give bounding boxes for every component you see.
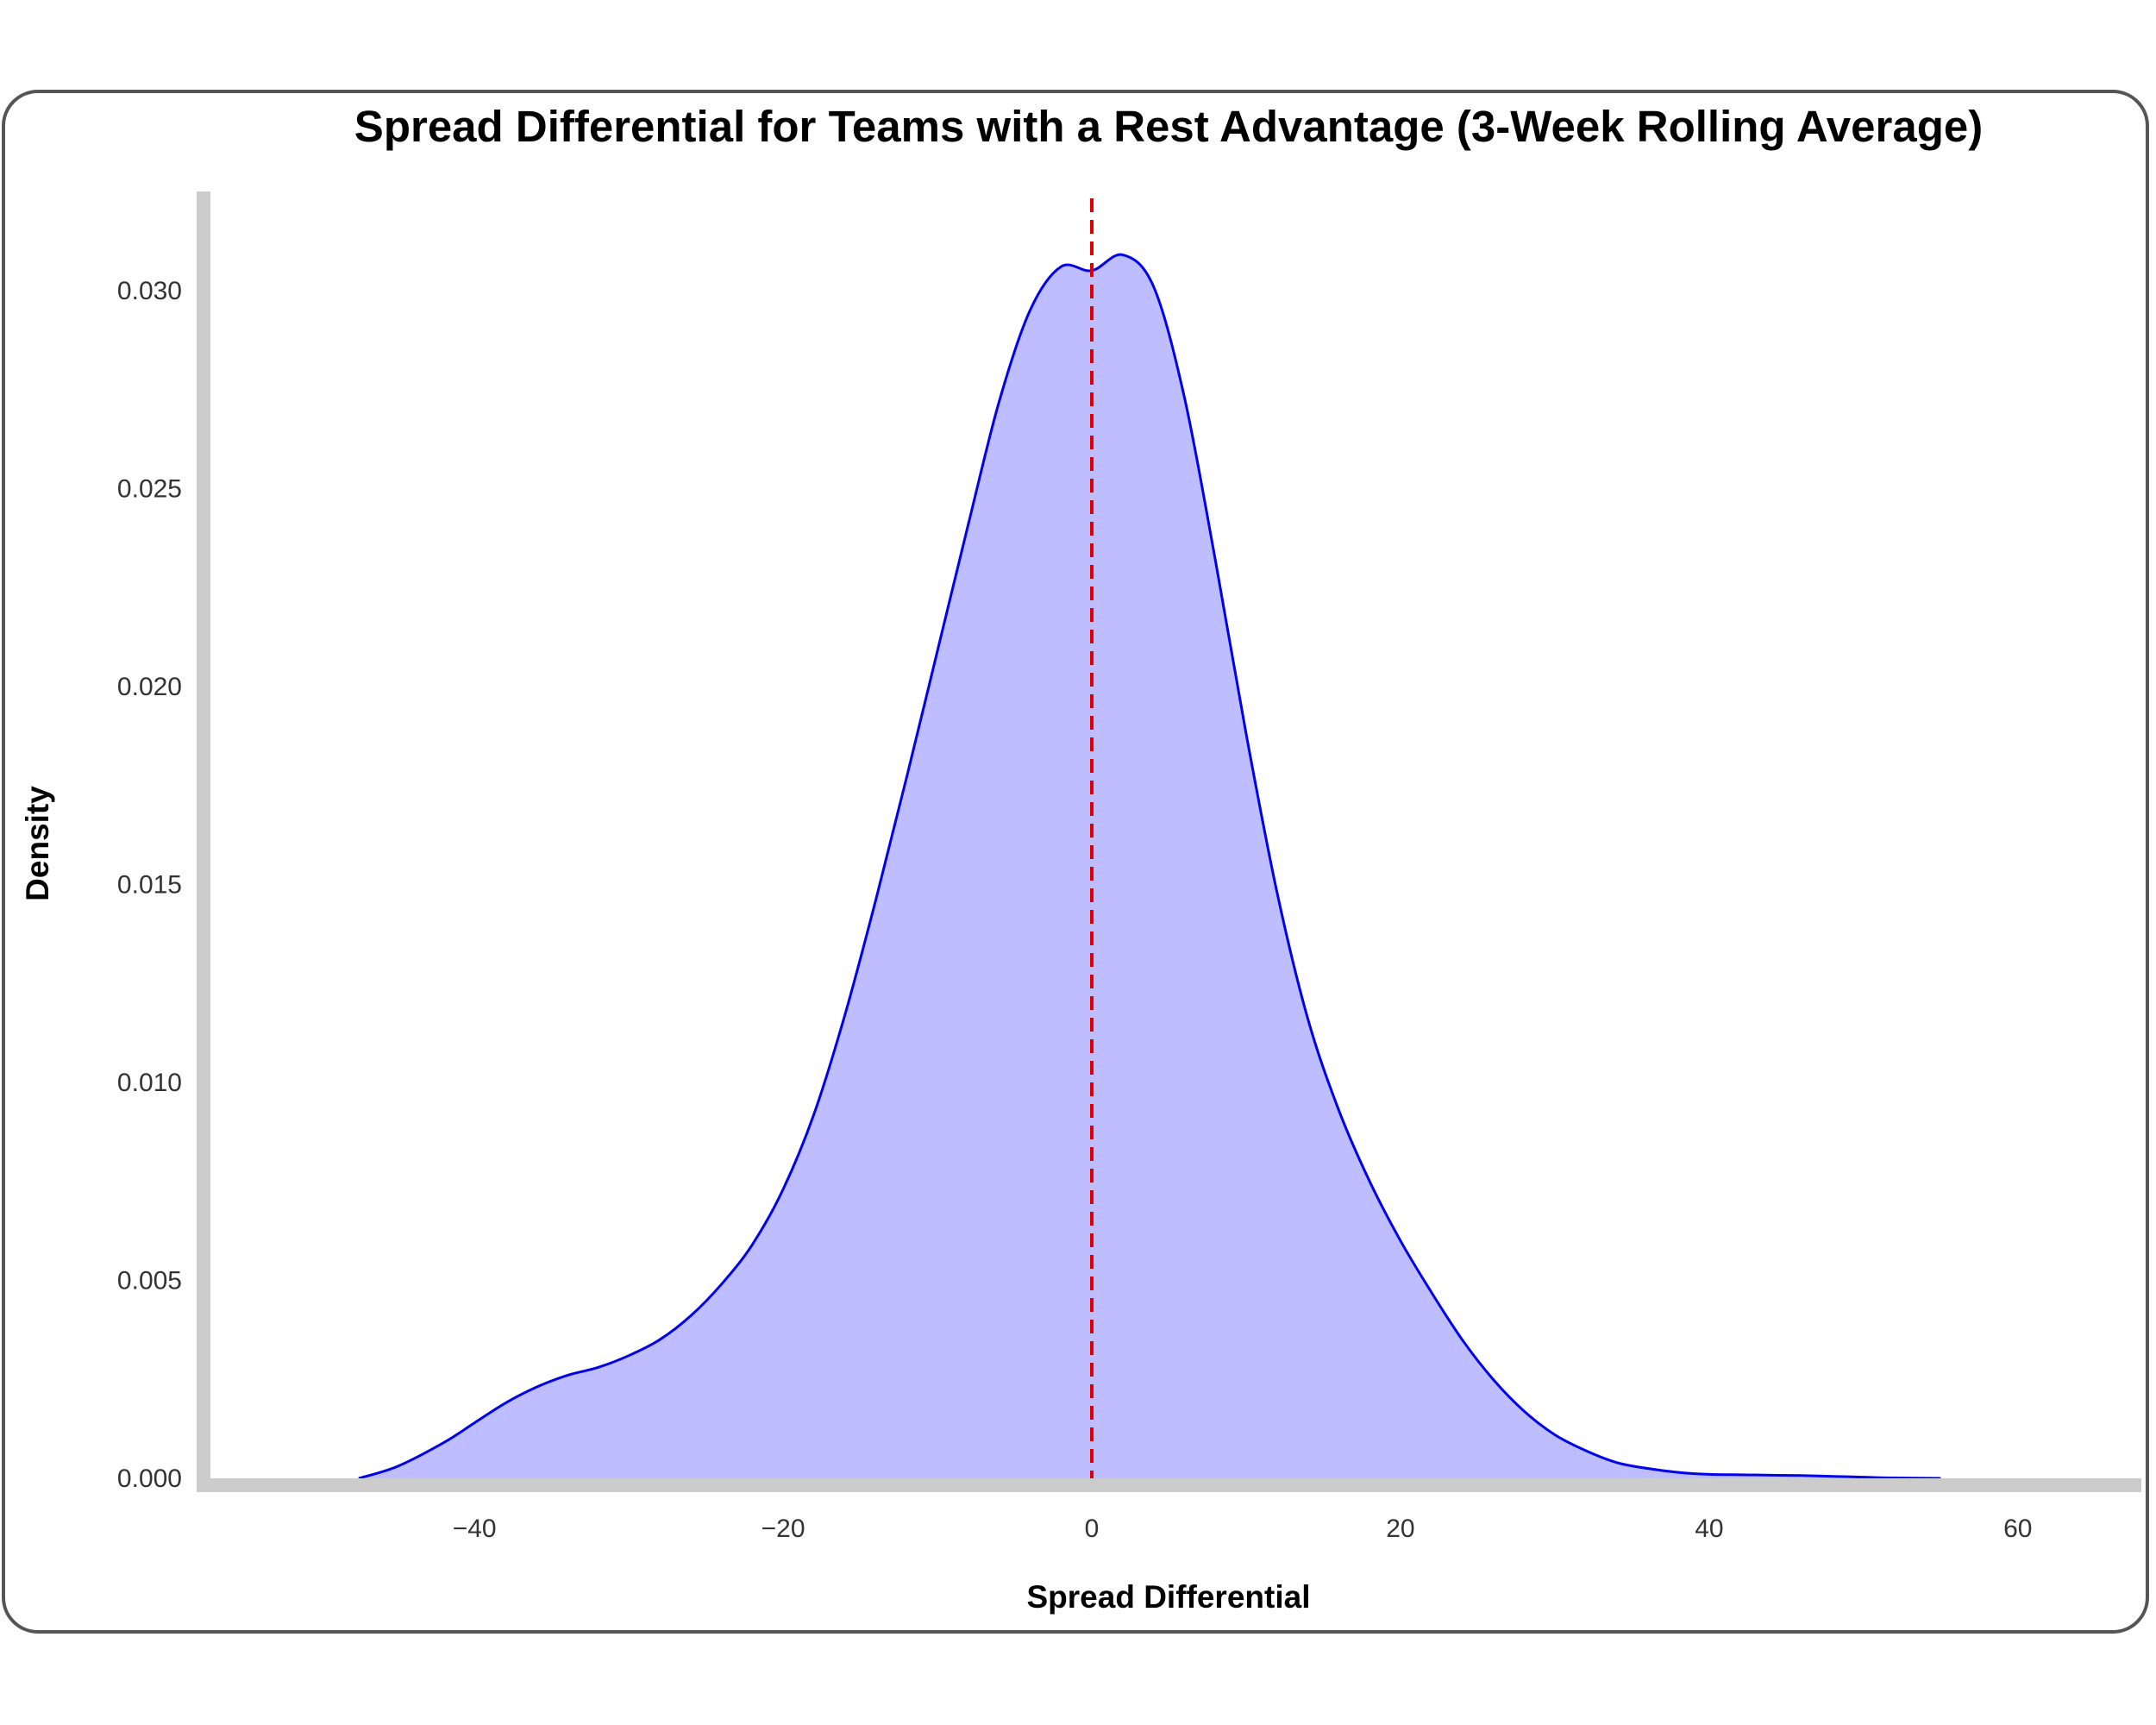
x-tick-label: −20 [761, 1515, 805, 1543]
x-axis-ticks: −40 −20 0 20 40 60 [453, 1515, 2033, 1543]
y-tick-label: 0.020 [117, 673, 182, 701]
x-tick-label: 0 [1085, 1515, 1100, 1543]
density-line [358, 253, 1941, 1480]
x-tick-label: 60 [2003, 1515, 2032, 1543]
x-axis-title: Spread Differential [1027, 1579, 1311, 1615]
x-tick-label: −40 [453, 1515, 497, 1543]
plot-area [197, 191, 2141, 1492]
y-tick-label: 0.015 [117, 870, 182, 899]
y-tick-label: 0.030 [117, 277, 182, 305]
x-tick-label: 40 [1695, 1515, 1723, 1543]
x-tick-label: 20 [1386, 1515, 1414, 1543]
y-tick-label: 0.000 [117, 1465, 182, 1493]
y-axis-title: Density [20, 786, 55, 901]
density-area [358, 254, 1941, 1479]
y-tick-label: 0.010 [117, 1069, 182, 1097]
y-axis-ticks: 0.000 0.005 0.010 0.015 0.020 0.025 0.030 [117, 277, 182, 1493]
y-tick-label: 0.005 [117, 1266, 182, 1295]
chart-title: Spread Differential for Teams with a Res… [354, 102, 1983, 151]
y-tick-label: 0.025 [117, 474, 182, 503]
